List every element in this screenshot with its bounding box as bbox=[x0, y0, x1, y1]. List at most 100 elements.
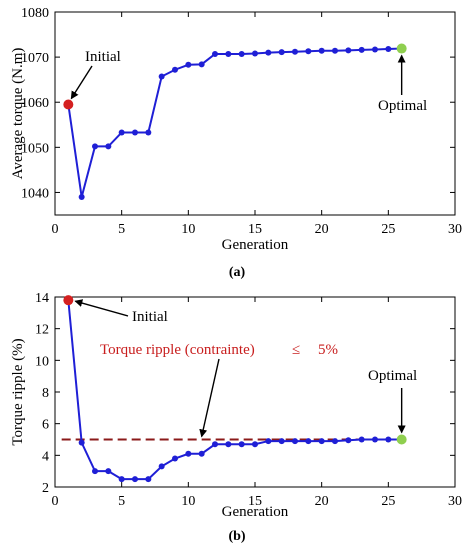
x-ticks-b: 0 5 10 15 20 25 30 bbox=[52, 297, 462, 509]
constraint-label: Torque ripple (contrainte) ≤ 5% bbox=[100, 342, 338, 358]
series-line bbox=[67, 300, 402, 481]
y-tick-label: 2 bbox=[42, 481, 49, 496]
y-axis-label-b: Torque ripple (%) bbox=[10, 338, 26, 445]
data-point bbox=[158, 463, 165, 470]
data-point bbox=[145, 476, 152, 483]
annotation-optimal-a: Optimal bbox=[378, 98, 427, 114]
y-axis-label-a: Average torque (N.m) bbox=[10, 48, 26, 180]
data-point bbox=[212, 441, 218, 448]
data-point bbox=[198, 450, 205, 457]
panel-a: 1040 1050 1060 1070 1080 0 5 10 15 20 25 30 Averag… bbox=[10, 6, 462, 280]
data-point bbox=[305, 48, 312, 55]
data-point bbox=[385, 45, 392, 52]
y-tick-label: 12 bbox=[35, 323, 49, 338]
series-line bbox=[67, 47, 402, 198]
x-tick-label: 15 bbox=[248, 494, 262, 509]
data-point bbox=[345, 47, 352, 54]
series-line-b bbox=[67, 300, 402, 481]
x-tick-label: 5 bbox=[118, 494, 125, 509]
data-point bbox=[78, 193, 85, 200]
data-point bbox=[252, 441, 258, 448]
x-tick-label: 15 bbox=[248, 222, 262, 237]
data-point bbox=[332, 47, 338, 54]
x-ticks-a: 0 5 10 15 20 25 30 bbox=[52, 12, 462, 237]
y-tick-label: 1050 bbox=[21, 141, 49, 156]
data-point bbox=[372, 46, 378, 53]
constraint-label-value: 5% bbox=[318, 342, 338, 358]
x-tick-label: 20 bbox=[315, 494, 329, 509]
data-point bbox=[118, 129, 125, 136]
data-point bbox=[225, 50, 232, 57]
data-point bbox=[158, 73, 165, 80]
constraint-label-symbol: ≤ bbox=[292, 342, 300, 358]
data-point bbox=[92, 468, 98, 475]
data-point bbox=[238, 50, 245, 57]
x-tick-label: 5 bbox=[118, 222, 125, 237]
y-tick-label: 14 bbox=[35, 291, 49, 306]
data-point bbox=[318, 47, 325, 54]
series-points-a bbox=[63, 43, 407, 200]
annotation-initial-a: Initial bbox=[85, 49, 121, 65]
data-point bbox=[265, 49, 272, 56]
arrow-initial-b bbox=[74, 299, 129, 317]
data-point bbox=[105, 143, 112, 150]
series-points-b bbox=[63, 295, 407, 483]
y-tick-label: 6 bbox=[42, 418, 49, 433]
data-point bbox=[252, 50, 258, 57]
y-ticks-b: 2 4 6 8 10 12 14 bbox=[35, 291, 455, 496]
data-point bbox=[345, 437, 352, 444]
caption-a: (a) bbox=[229, 265, 246, 280]
data-point bbox=[198, 61, 205, 68]
data-point bbox=[185, 61, 192, 68]
x-tick-label: 0 bbox=[52, 222, 59, 237]
series-line-a bbox=[67, 47, 402, 198]
data-point bbox=[265, 438, 272, 445]
x-tick-label: 25 bbox=[381, 494, 395, 509]
y-tick-label: 8 bbox=[42, 386, 49, 401]
data-point bbox=[278, 438, 285, 445]
arrow-initial-a bbox=[70, 65, 93, 100]
data-point bbox=[118, 476, 125, 483]
x-axis-label-a: Generation bbox=[222, 237, 289, 253]
data-point bbox=[358, 46, 365, 53]
plot-frame-b bbox=[54, 296, 456, 488]
caption-b: (b) bbox=[228, 529, 245, 544]
x-tick-label: 30 bbox=[448, 222, 462, 237]
data-point bbox=[318, 438, 325, 445]
initial-point bbox=[63, 295, 74, 306]
data-point bbox=[172, 455, 178, 462]
arrow-constraint bbox=[199, 358, 220, 438]
data-point bbox=[145, 129, 152, 136]
y-tick-label: 1080 bbox=[21, 6, 49, 21]
constraint-label-prefix: Torque ripple (contrainte) bbox=[100, 342, 255, 358]
x-tick-label: 10 bbox=[181, 494, 195, 509]
data-point bbox=[385, 436, 392, 443]
data-point bbox=[332, 438, 338, 445]
x-tick-label: 0 bbox=[52, 494, 59, 509]
x-tick-label: 10 bbox=[181, 222, 195, 237]
x-tick-label: 25 bbox=[381, 222, 395, 237]
caption-b-text: (b) bbox=[228, 529, 245, 544]
annotation-initial-b: Initial bbox=[132, 309, 168, 325]
y-tick-label: 1040 bbox=[21, 186, 49, 201]
data-point bbox=[185, 450, 192, 457]
caption-a-text: (a) bbox=[229, 265, 246, 280]
optimal-point bbox=[396, 43, 407, 54]
data-point bbox=[78, 439, 85, 446]
data-point bbox=[225, 441, 232, 448]
data-point bbox=[92, 143, 98, 150]
initial-point bbox=[63, 99, 74, 110]
annotation-optimal-b: Optimal bbox=[368, 368, 417, 384]
optimal-point bbox=[396, 434, 407, 445]
data-point bbox=[292, 48, 298, 55]
data-point bbox=[358, 436, 365, 443]
data-point bbox=[132, 129, 138, 136]
data-point bbox=[172, 66, 178, 73]
x-tick-label: 30 bbox=[448, 494, 462, 509]
y-ticks-a: 1040 1050 1060 1070 1080 bbox=[21, 6, 455, 201]
y-tick-label: 1070 bbox=[21, 51, 49, 66]
data-point bbox=[372, 436, 378, 443]
panel-b: 2 4 6 8 10 12 14 0 5 10 15 20 25 30 Torque ripple (%… bbox=[10, 291, 462, 544]
